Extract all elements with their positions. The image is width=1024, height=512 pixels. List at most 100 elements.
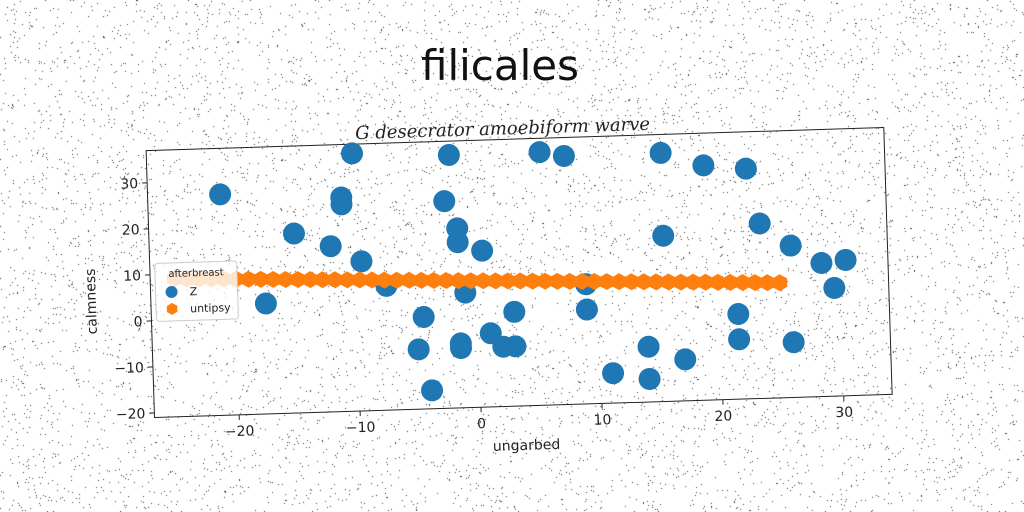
scatter-point-untipsy [488,272,504,290]
scatter-point-untipsy [586,273,602,291]
x-tick-label: 20 [714,408,732,425]
scatter-point-z [834,248,857,271]
scatter-point-untipsy [438,272,454,290]
scatter-point-z [649,141,672,164]
legend-label-untipsy: untipsy [190,301,231,315]
scatter-point-untipsy [512,272,528,290]
scatter-point-untipsy [698,273,714,291]
series-z-points [209,141,857,402]
scatter-point-z [407,338,430,361]
y-tick-label: −10 [114,360,144,377]
scatter-point-z [471,239,494,262]
scatter-point-z [674,348,697,371]
scatter-point-untipsy [562,272,578,290]
scatter-point-z [528,141,551,164]
scatter-point-untipsy [240,270,256,288]
scatter-point-z [340,142,363,165]
scatter-point-z [319,235,342,258]
scatter-point-untipsy [253,270,269,288]
scatter-point-untipsy [475,272,491,290]
scatter-point-z [652,224,675,247]
scatter-point-untipsy [660,273,677,291]
y-tick-label: 20 [122,222,140,239]
scatter-point-z [552,144,575,167]
scatter-point-untipsy [339,271,355,289]
legend-marker-untipsy [166,302,178,315]
scatter-point-untipsy [315,271,331,289]
scatter-point-untipsy [290,271,306,289]
x-tick-label: 10 [593,412,611,429]
scatter-point-untipsy [376,271,392,289]
scatter-point-z [433,190,456,213]
scatter-point-z [503,300,526,323]
legend: afterbreast Z untipsy [154,260,239,322]
scatter-point-z [782,331,805,354]
scatter-point-untipsy [623,273,639,291]
scatter-point-untipsy [389,271,405,289]
scatter-point-z [350,250,373,273]
x-axis-label: ungarbed [493,437,561,455]
scatter-point-untipsy [722,273,738,291]
scatter-point-z [727,302,750,325]
scatter-point-untipsy [352,271,368,289]
y-tick-label: 0 [133,314,142,330]
scatter-point-untipsy [710,273,726,291]
scatter-point-z [437,143,460,166]
scatter-point-untipsy [500,272,516,290]
scatter-point-untipsy [759,274,775,292]
y-axis-label: calmness [83,268,101,334]
x-tick-label: −20 [225,423,255,440]
scatter-point-untipsy [599,273,615,291]
scatter-point-z [254,292,277,315]
legend-label-z: Z [189,285,197,298]
scatter-point-untipsy [574,272,590,290]
scatter-point-untipsy [451,272,466,290]
scatter-point-z [209,183,232,206]
scatter-point-z [412,305,435,328]
scatter-point-z [602,362,625,385]
scatter-point-z [575,298,598,321]
scatter-point-untipsy [413,271,429,289]
scatter-point-untipsy [265,270,281,288]
scatter-point-z [810,252,833,275]
scatter-point-untipsy [636,273,652,291]
scatter-point-z [282,222,305,245]
scatter-point-z [728,328,751,351]
scatter-point-z [504,335,527,358]
plot-group: G desecrator amoebiform warve −20 −10 0 10 2… [83,114,893,455]
scatter-point-z [692,154,715,177]
scatter-point-untipsy [747,274,763,292]
scatter-point-untipsy [549,272,565,290]
x-tick-label: 0 [477,416,486,432]
scatter-point-untipsy [327,271,343,289]
scatter-point-untipsy [525,272,541,290]
y-tick-label: 10 [123,268,141,285]
scatter-point-z [734,157,757,180]
chart-title: filicales [421,41,579,90]
legend-marker-z [165,285,178,298]
scatter-point-z [823,276,846,299]
scatter-point-z [637,335,660,358]
scatter-point-z [748,212,771,235]
scatter-point-z [449,337,472,360]
x-axis-ticks: −20 −10 0 10 20 30 [225,395,853,440]
scatter-point-untipsy [735,274,751,291]
x-tick-label: 30 [835,405,853,422]
scatter-point-untipsy [648,273,664,291]
scatter-point-untipsy [401,271,417,289]
scatter-point-untipsy [673,273,689,291]
scatter-point-untipsy [426,272,442,289]
plot-frame [145,126,893,419]
scatter-point-z [330,193,353,216]
scatter-point-untipsy [772,274,788,292]
y-tick-label: −20 [116,406,146,423]
scatter-point-z [421,379,444,402]
scatter-point-untipsy [537,272,553,290]
scatter-point-untipsy [685,273,701,291]
scatter-point-untipsy [463,272,479,290]
y-tick-label: 30 [120,176,138,193]
legend-title: afterbreast [168,267,224,280]
scatter-point-untipsy [302,271,318,289]
